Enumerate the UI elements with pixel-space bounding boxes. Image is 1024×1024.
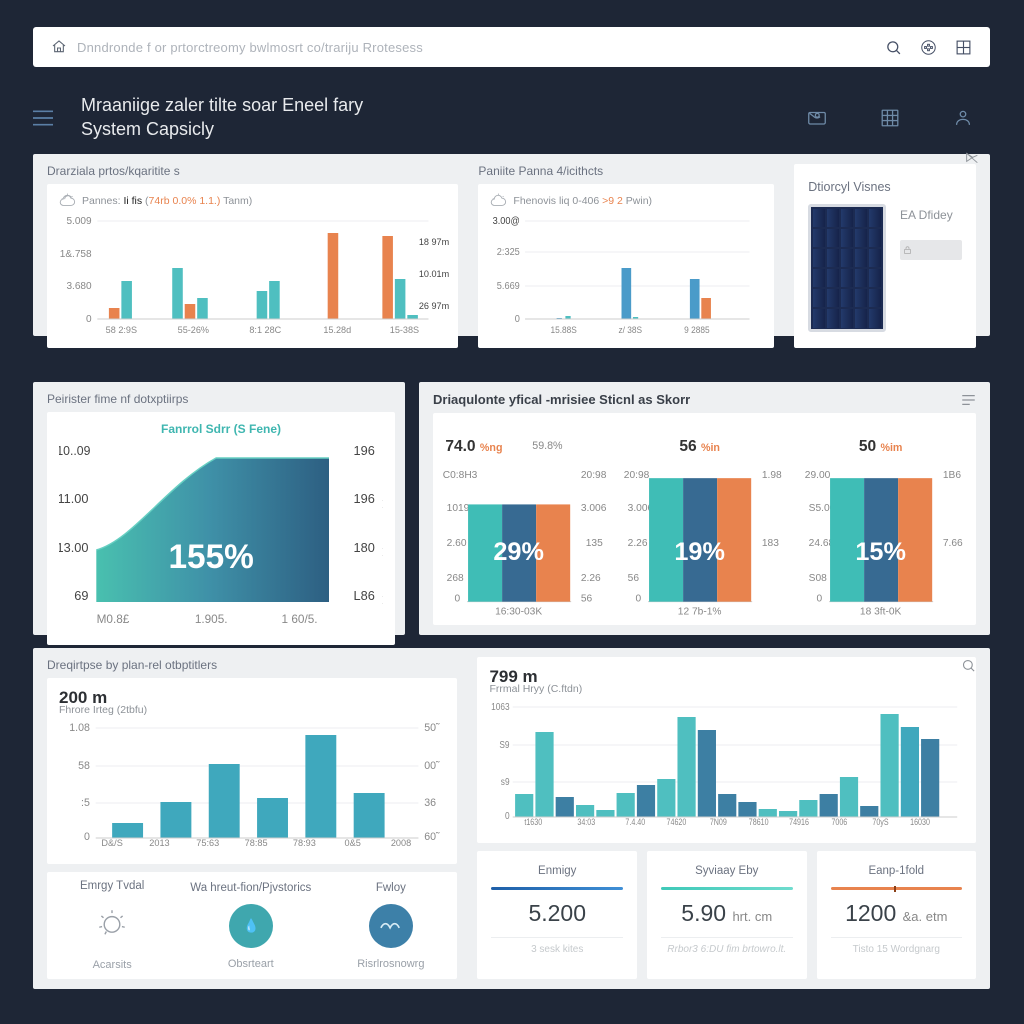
svg-text:78:85: 78:85 xyxy=(245,838,268,848)
svg-text:16030: 16030 xyxy=(911,817,931,827)
svg-text:18 97m: 18 97m xyxy=(419,237,450,247)
svg-text:2013: 2013 xyxy=(149,838,169,848)
svg-text:15.88S: 15.88S xyxy=(551,324,577,335)
svg-text:D&/S: D&/S xyxy=(101,838,122,848)
svg-text:1&.758: 1&.758 xyxy=(60,249,92,260)
svg-text:56: 56 xyxy=(628,573,640,584)
svg-text:S9: S9 xyxy=(500,739,510,751)
svg-text:74916: 74916 xyxy=(790,817,810,827)
svg-text:t1630: t1630 xyxy=(525,817,543,827)
svg-text:7.4.40: 7.4.40 xyxy=(626,817,646,827)
svg-text:z/ 38S: z/ 38S xyxy=(619,324,643,335)
svg-text:74.0 %ng: 74.0 %ng xyxy=(445,438,502,455)
svg-text:16:30-03K: 16:30-03K xyxy=(495,606,542,617)
svg-text:10.01m: 10.01m xyxy=(419,269,450,279)
svg-text:0&5: 0&5 xyxy=(345,838,361,848)
svg-text:s9: s9 xyxy=(501,776,510,788)
svg-text:C0:8H3: C0:8H3 xyxy=(443,470,478,481)
svg-text:50 %im: 50 %im xyxy=(859,438,903,455)
svg-text:74620: 74620 xyxy=(667,817,687,827)
svg-text:7006: 7006 xyxy=(832,817,848,827)
svg-text:29%: 29% xyxy=(493,538,544,566)
svg-text:135: 135 xyxy=(586,538,603,549)
svg-text:1 60/5.: 1 60/5. xyxy=(282,612,318,626)
svg-text:75:63: 75:63 xyxy=(196,838,219,848)
svg-text:155%: 155% xyxy=(168,539,253,576)
svg-text:58 2:9S: 58 2:9S xyxy=(106,325,137,335)
svg-text:2.26: 2.26 xyxy=(581,573,601,584)
svg-text:1.905.: 1.905. xyxy=(195,612,228,626)
svg-text:19%: 19% xyxy=(674,538,725,566)
svg-text:60˜: 60˜ xyxy=(424,831,440,843)
svg-text:268: 268 xyxy=(447,573,464,584)
svg-text:78:93: 78:93 xyxy=(293,838,316,848)
svg-text:0: 0 xyxy=(86,314,92,325)
svg-text:58: 58 xyxy=(78,760,90,772)
svg-text::5: :5 xyxy=(81,797,90,809)
svg-text:2:325: 2:325 xyxy=(497,246,520,258)
svg-text:8:1 28C: 8:1 28C xyxy=(249,325,281,335)
svg-text:59.8%: 59.8% xyxy=(532,440,563,452)
svg-text:M0.8£: M0.8£ xyxy=(97,612,130,626)
svg-text:15.28d: 15.28d xyxy=(323,325,351,335)
svg-text:0: 0 xyxy=(515,313,521,325)
svg-text:3.006: 3.006 xyxy=(581,503,607,514)
svg-text:15-38S: 15-38S xyxy=(390,325,419,335)
svg-text:78610: 78610 xyxy=(749,817,769,827)
svg-text:180: 180 xyxy=(354,540,375,555)
svg-text:1.98: 1.98 xyxy=(762,470,782,481)
svg-text:34:03: 34:03 xyxy=(578,817,596,827)
svg-text:20:98: 20:98 xyxy=(581,470,607,481)
svg-text:3.680: 3.680 xyxy=(66,281,91,292)
svg-text:L86: L86 xyxy=(354,588,375,603)
svg-text:196: 196 xyxy=(354,491,375,506)
svg-text:5.009: 5.009 xyxy=(66,216,91,227)
svg-text:2008: 2008 xyxy=(391,838,411,848)
svg-text:0: 0 xyxy=(635,594,641,605)
svg-text:1063: 1063 xyxy=(492,701,510,713)
svg-text:0: 0 xyxy=(454,594,460,605)
svg-text:S08: S08 xyxy=(809,573,827,584)
svg-text:0: 0 xyxy=(505,810,510,822)
svg-text:1.08: 1.08 xyxy=(69,722,90,734)
svg-text:55-26%: 55-26% xyxy=(178,325,209,335)
svg-text:7N09: 7N09 xyxy=(710,817,727,827)
svg-text:15%: 15% xyxy=(855,538,906,566)
svg-text:7.66: 7.66 xyxy=(943,538,963,549)
svg-text:2.26: 2.26 xyxy=(628,538,648,549)
svg-text:0: 0 xyxy=(84,831,90,843)
svg-text:56: 56 xyxy=(581,594,593,605)
svg-text:10..09: 10..09 xyxy=(59,444,91,458)
svg-text:196: 196 xyxy=(354,443,375,458)
svg-text:9 2885: 9 2885 xyxy=(685,324,710,335)
svg-text:13.00: 13.00 xyxy=(59,540,88,555)
svg-text:2.60: 2.60 xyxy=(447,538,467,549)
svg-text:70yS: 70yS xyxy=(873,817,890,827)
svg-text:12 7b-1%: 12 7b-1% xyxy=(678,606,722,617)
svg-text:00˜: 00˜ xyxy=(424,760,440,772)
svg-text:18 3ft-0K: 18 3ft-0K xyxy=(860,606,902,617)
svg-text:36: 36 xyxy=(424,797,436,809)
svg-text:20:98: 20:98 xyxy=(624,470,650,481)
svg-text:5.669: 5.669 xyxy=(497,280,520,292)
svg-text:11.00: 11.00 xyxy=(59,491,88,506)
svg-text:29.00: 29.00 xyxy=(805,470,831,481)
svg-text:1B6: 1B6 xyxy=(943,470,961,481)
svg-text:50˜: 50˜ xyxy=(424,722,440,734)
svg-text:69: 69 xyxy=(74,588,88,603)
svg-text:3.00@: 3.00@ xyxy=(493,215,520,227)
svg-text:26 97m: 26 97m xyxy=(419,301,450,311)
svg-text:0: 0 xyxy=(816,594,822,605)
svg-text:183: 183 xyxy=(762,538,779,549)
svg-text:1019: 1019 xyxy=(447,503,470,514)
svg-text:56 %in: 56 %in xyxy=(679,438,720,455)
